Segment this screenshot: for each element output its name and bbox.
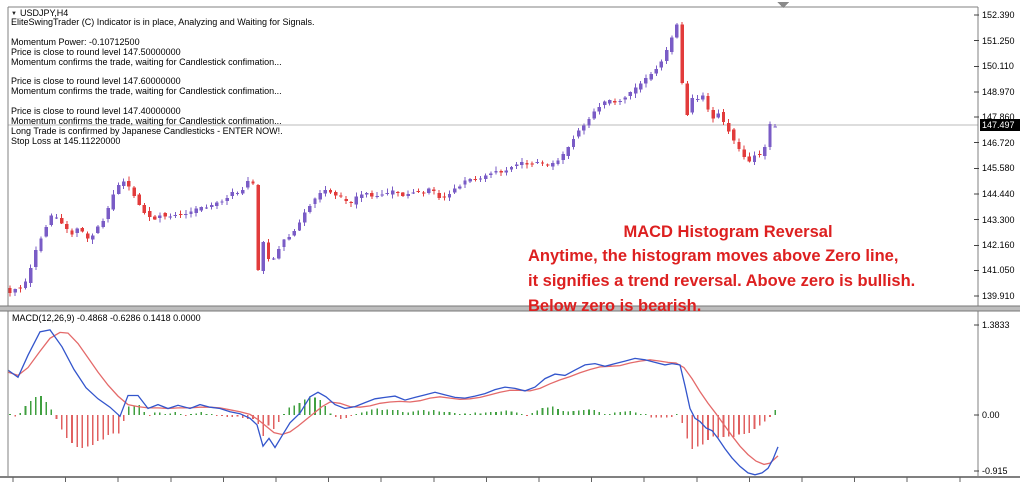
status-line: Price is close to round level 147.500000…: [11, 46, 181, 57]
macd-lines-layer: [7, 329, 779, 476]
macd-histogram-layer: [9, 395, 776, 449]
price-axis-label: 144.440: [982, 189, 1015, 199]
annotation-title: MACD Histogram Reversal: [623, 223, 833, 241]
price-axis[interactable]: [978, 7, 1020, 307]
macd-axis-label: 1.3833: [982, 320, 1010, 331]
price-axis-label: 150.110: [982, 61, 1014, 72]
panel-splitter: [0, 306, 1020, 311]
price-axis-label: 145.580: [982, 163, 1015, 174]
price-axis-label: 141.050: [982, 265, 1015, 276]
status-line: Momentum confirms the trade, waiting for…: [11, 56, 282, 67]
symbol-title[interactable]: ▼ USDJPY,H4: [11, 8, 68, 18]
annotation-line: Anytime, the histogram moves above Zero …: [528, 247, 899, 265]
price-axis-label: 143.300: [982, 214, 1015, 225]
status-line: Long Trade is confirmed by Japanese Cand…: [11, 125, 283, 136]
status-line: Stop Loss at 145.11220000: [11, 135, 121, 146]
status-line: EliteSwingTrader (C) Indicator is in pla…: [11, 17, 315, 27]
price-axis-label: 151.250: [982, 35, 1015, 46]
price-axis-label: 142.160: [982, 240, 1015, 251]
macd-main-line: [7, 329, 779, 476]
status-line: Momentum confirms the trade, waiting for…: [11, 116, 282, 126]
current-price-badge: 147.497: [980, 119, 1020, 132]
annotation-lines: Anytime, the histogram moves above Zero …: [528, 244, 928, 319]
annotation-line: Below zero is bearish.: [528, 297, 702, 315]
status-line: Price is close to round level 147.400000…: [11, 106, 181, 117]
symbol-title-label: USDJPY,H4: [19, 8, 69, 18]
symbol-dropdown-icon[interactable]: ▼: [11, 11, 17, 17]
annotation-line: it signifies a trend reversal. Above zer…: [528, 272, 916, 290]
price-axis-label: 152.390: [982, 10, 1015, 20]
candles-layer: [8, 22, 777, 297]
macd-signal-line: [7, 331, 779, 466]
annotation-block: MACD Histogram Reversal Anytime, the his…: [528, 220, 928, 319]
price-axis-label: 139.910: [982, 291, 1015, 301]
time-axis[interactable]: [0, 477, 1020, 487]
chart-shift-marker-icon[interactable]: [777, 2, 789, 8]
macd-axis-label: 0.00: [982, 410, 1000, 420]
status-line: Momentum Power: -0.10712500: [11, 36, 140, 47]
macd-indicator-label: MACD(12,26,9) -0.4868 -0.6286 0.1418 0.0…: [12, 313, 201, 323]
price-axis-label: 147.860: [982, 111, 1015, 122]
macd-axis-label: -0.915: [982, 466, 1008, 476]
macd-axis[interactable]: [978, 311, 1020, 477]
status-line: Momentum confirms the trade, waiting for…: [11, 86, 282, 97]
price-axis-label: 148.970: [982, 87, 1015, 97]
price-axis-label: 146.720: [982, 137, 1015, 148]
status-line: Price is close to round level 147.600000…: [11, 76, 181, 87]
